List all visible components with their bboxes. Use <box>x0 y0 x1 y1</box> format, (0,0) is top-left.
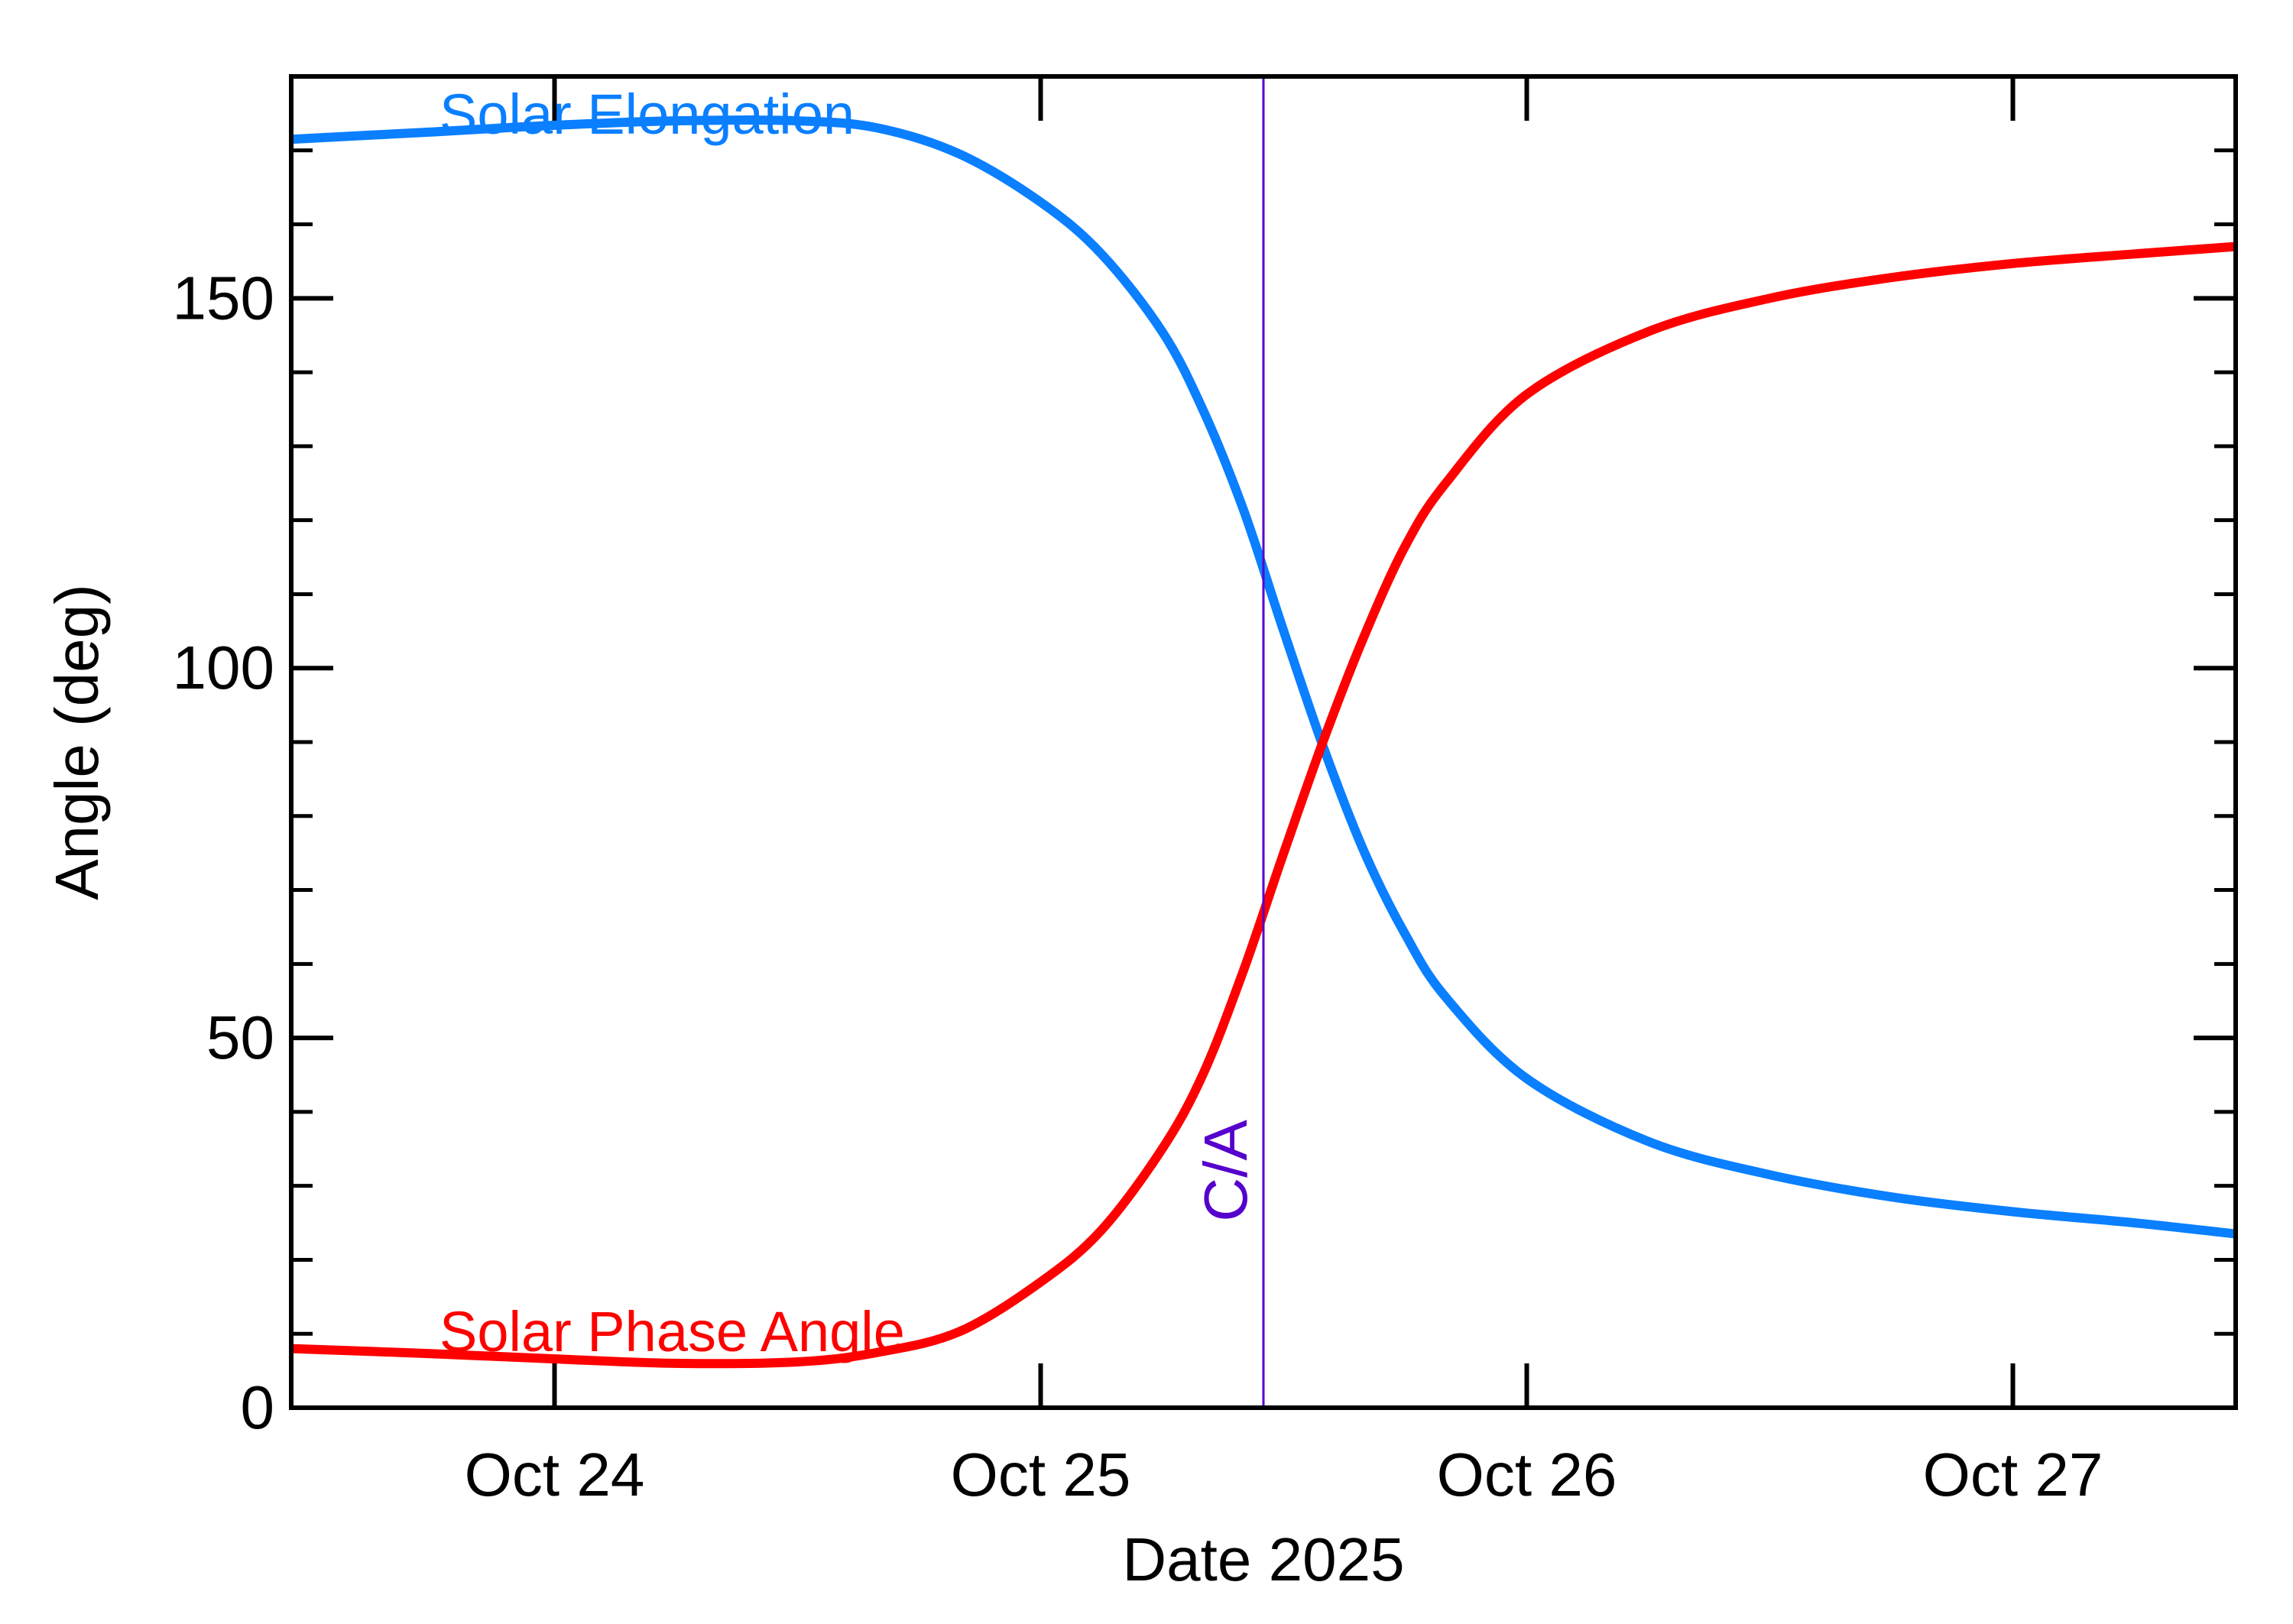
y-tick-label: 0 <box>241 1373 275 1441</box>
closest-approach-group: C/A <box>1192 76 1265 1408</box>
x-tick-label: Oct 26 <box>1437 1441 1617 1509</box>
tick-labels: Oct 24 Oct 25 Oct 26 Oct 27 0 50 100 150 <box>173 264 2103 1509</box>
closest-approach-label: C/A <box>1192 1120 1260 1222</box>
y-tick-label: 150 <box>173 264 274 332</box>
series-lines <box>290 115 2236 1369</box>
series-line-solar-phase-angle <box>290 241 2236 1369</box>
y-tick-label: 50 <box>206 1003 274 1071</box>
x-axis-label: Date 2025 <box>1122 1525 1404 1593</box>
x-tick-label: Oct 27 <box>1923 1441 2103 1509</box>
plot-frame <box>289 74 2238 1410</box>
x-tick-label: Oct 25 <box>951 1441 1131 1509</box>
series-label-solar-phase-angle: Solar Phase Angle <box>439 1300 905 1363</box>
series-line-solar-elongation <box>290 115 2236 1239</box>
tick-marks <box>291 76 2236 1410</box>
series-labels: Solar Elongation Solar Phase Angle <box>439 83 905 1363</box>
series-label-solar-elongation: Solar Elongation <box>439 83 855 146</box>
y-tick-label: 100 <box>173 634 274 702</box>
y-axis-label: Angle (deg) <box>43 584 111 900</box>
x-tick-label: Oct 24 <box>465 1441 645 1509</box>
